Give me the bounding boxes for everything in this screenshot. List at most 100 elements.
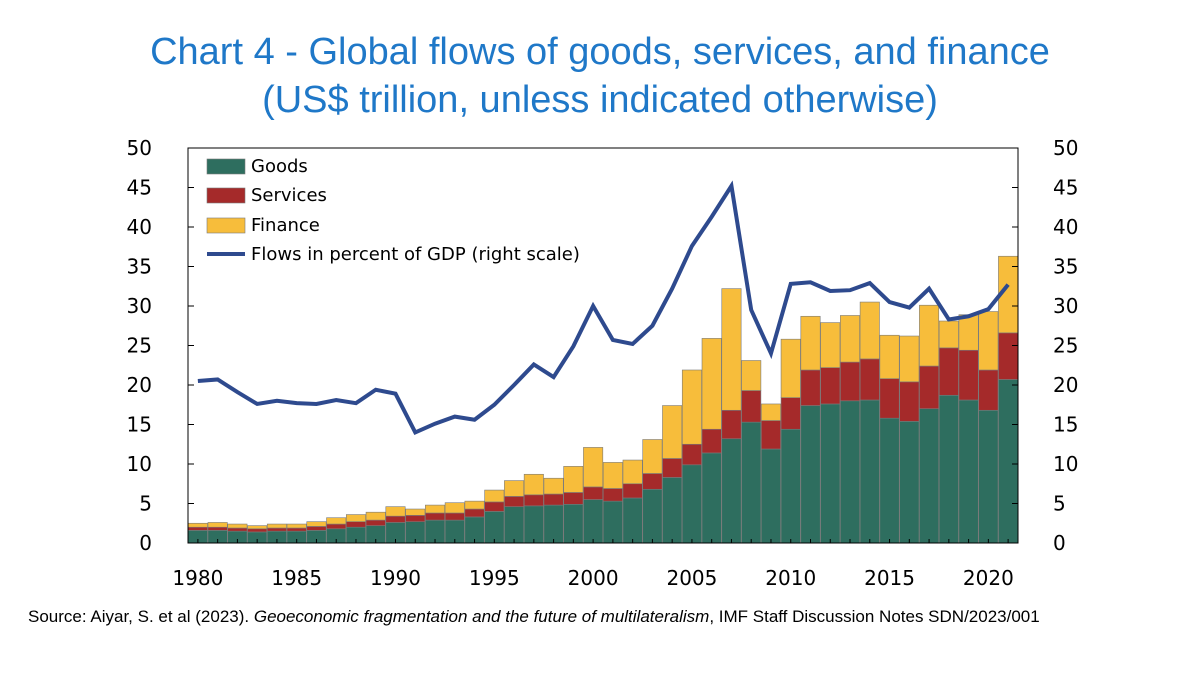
y-left-tick-label: 35 — [127, 255, 152, 279]
bar-finance-2000 — [583, 447, 604, 488]
legend-swatch-finance — [206, 217, 246, 234]
bar-services-1984 — [266, 527, 287, 532]
chart-title: Chart 4 - Global flows of goods, service… — [0, 28, 1200, 124]
bar-goods-2004 — [662, 477, 683, 544]
line-group — [197, 180, 1010, 435]
bar-goods-2018 — [938, 394, 959, 544]
bar-finance-2003 — [642, 439, 663, 474]
bar-goods-2013 — [840, 400, 861, 544]
bar-services-2000 — [583, 486, 604, 500]
bar-services-1983 — [247, 528, 268, 533]
bar-services-2007 — [721, 409, 742, 440]
bar-goods-1996 — [504, 506, 525, 544]
bar-services-2004 — [662, 458, 683, 478]
bar-services-2017 — [919, 365, 940, 410]
source-note: Source: Aiyar, S. et al (2023). Geoecono… — [28, 603, 1178, 630]
bar-services-2009 — [760, 420, 781, 450]
bar-finance-2004 — [662, 405, 683, 459]
x-tick-label: 2005 — [666, 566, 717, 590]
legend-label-services: Services — [251, 185, 327, 206]
bar-finance-1983 — [247, 525, 268, 530]
y-left-tick-label: 5 — [139, 492, 152, 516]
bar-finance-2012 — [820, 322, 841, 368]
bar-services-2010 — [780, 397, 801, 430]
source-suffix: , IMF Staff Discussion Notes SDN/2023/00… — [709, 607, 1040, 626]
bar-finance-1993 — [444, 502, 465, 514]
bar-services-1994 — [464, 508, 485, 518]
y-left-tick-label: 40 — [127, 215, 152, 239]
bar-services-1997 — [523, 494, 544, 507]
bar-services-1991 — [405, 515, 426, 522]
bar-finance-1992 — [425, 504, 446, 514]
bar-finance-2014 — [859, 301, 880, 360]
bar-finance-2015 — [879, 334, 900, 379]
bar-goods-2020 — [978, 409, 999, 544]
bar-finance-2009 — [760, 403, 781, 421]
bar-finance-1989 — [365, 511, 386, 521]
y-right-tick-label: 25 — [1053, 334, 1078, 358]
bar-goods-2016 — [899, 421, 920, 544]
bar-goods-2014 — [859, 399, 880, 544]
bar-finance-2018 — [938, 320, 959, 349]
line-flows-percent-gdp — [197, 180, 1010, 435]
bar-finance-2019 — [958, 314, 979, 351]
bar-goods-1995 — [484, 511, 505, 544]
bar-services-2006 — [701, 428, 722, 454]
bar-finance-1999 — [563, 466, 584, 493]
bars-group — [187, 255, 1019, 544]
bar-services-1986 — [306, 526, 327, 531]
bar-finance-2016 — [899, 335, 920, 383]
bar-services-2016 — [899, 381, 920, 422]
bar-finance-2020 — [978, 311, 999, 371]
y-right-tick-label: 40 — [1053, 215, 1078, 239]
bar-services-2014 — [859, 358, 880, 401]
bar-goods-2011 — [800, 405, 821, 544]
y-right-tick-label: 10 — [1053, 452, 1078, 476]
x-tick-label: 1990 — [370, 566, 421, 590]
bar-finance-1988 — [345, 514, 366, 522]
x-tick-label: 1980 — [172, 566, 223, 590]
bar-goods-1999 — [563, 503, 584, 544]
bar-finance-1991 — [405, 508, 426, 516]
bar-goods-2017 — [919, 408, 940, 544]
bar-goods-2019 — [958, 399, 979, 544]
y-left-tick-label: 50 — [127, 136, 152, 160]
bar-finance-2001 — [602, 462, 623, 489]
y-left-tick-label: 20 — [127, 373, 152, 397]
bar-goods-2002 — [622, 497, 643, 544]
legend-swatch-services — [206, 187, 246, 204]
bar-services-2015 — [879, 378, 900, 419]
y-right-tick-label: 50 — [1053, 136, 1078, 160]
y-right-tick-label: 5 — [1053, 492, 1066, 516]
bar-services-2005 — [681, 443, 702, 466]
bar-goods-2012 — [820, 403, 841, 544]
bar-finance-2007 — [721, 288, 742, 411]
y-left-tick-label: 30 — [127, 294, 152, 318]
bar-goods-2006 — [701, 452, 722, 544]
y-left-tick-label: 15 — [127, 413, 152, 437]
bar-finance-1987 — [326, 517, 347, 525]
bar-services-2020 — [978, 369, 999, 411]
bar-goods-2001 — [602, 500, 623, 544]
bar-finance-2008 — [741, 360, 762, 391]
bar-services-1985 — [286, 527, 307, 532]
bar-finance-1995 — [484, 489, 505, 503]
bar-finance-1998 — [543, 477, 564, 495]
y-right-tick-label: 45 — [1053, 176, 1078, 200]
bar-services-2019 — [958, 349, 979, 401]
bar-services-2001 — [602, 488, 623, 502]
y-left-tick-label: 45 — [127, 176, 152, 200]
bar-goods-2015 — [879, 417, 900, 544]
bar-finance-1990 — [385, 506, 406, 517]
source-title: Geoeconomic fragmentation and the future… — [253, 607, 710, 626]
bar-finance-2010 — [780, 338, 801, 398]
bar-finance-1982 — [227, 523, 248, 529]
bar-finance-2011 — [800, 315, 821, 371]
bar-services-2018 — [938, 347, 959, 396]
y-right-tick-label: 20 — [1053, 373, 1078, 397]
bar-finance-2005 — [681, 369, 702, 445]
bar-finance-1996 — [504, 480, 525, 497]
bar-goods-2003 — [642, 488, 663, 544]
